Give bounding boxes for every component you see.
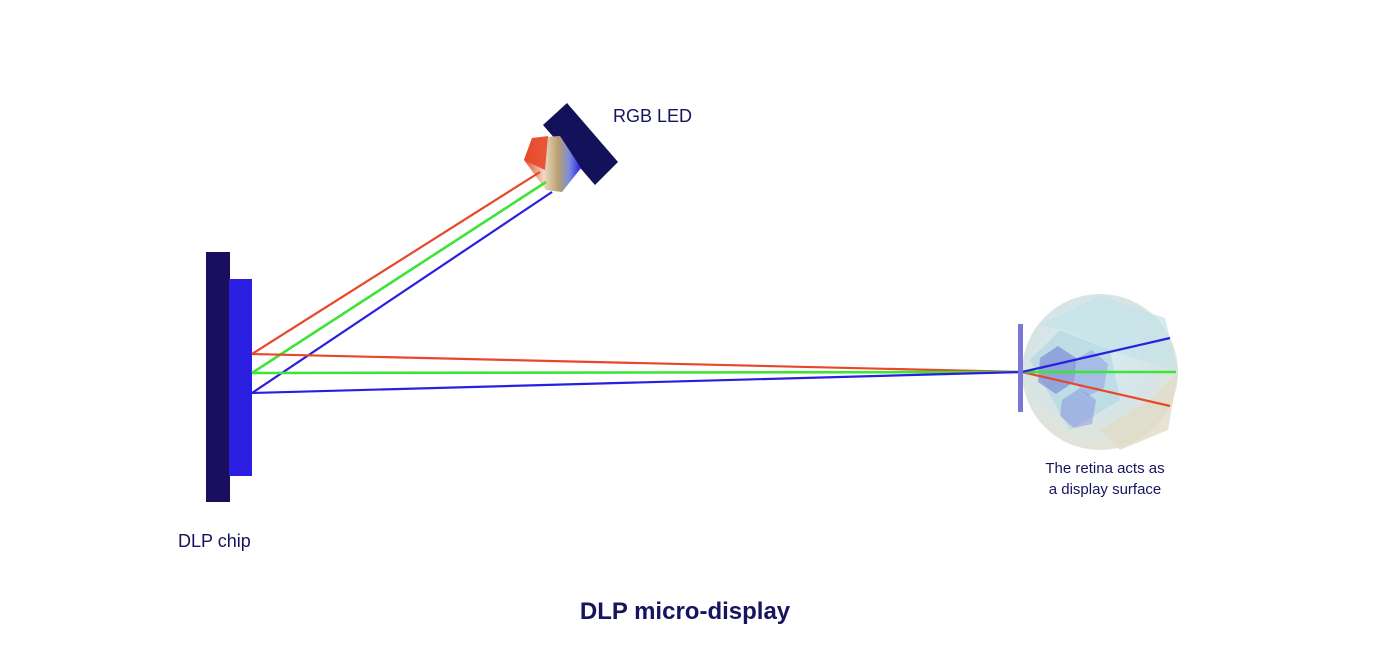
beam-green-incident — [251, 180, 547, 375]
eye — [1018, 294, 1178, 450]
incident-beams — [251, 171, 553, 394]
beam-green-reflected — [251, 370, 1023, 375]
beam-red-incident — [251, 171, 541, 355]
beam-blue-in-eye — [1021, 336, 1171, 374]
eye-facet-3 — [1100, 372, 1178, 450]
dlp-chip-label: DLP chip — [178, 531, 251, 551]
beam-red-reflected — [251, 352, 1023, 374]
rgb-led — [524, 103, 618, 192]
rgb-led-label: RGB LED — [613, 106, 693, 126]
rgb-led-red-facet — [524, 136, 548, 170]
rgb-led-housing — [543, 103, 618, 185]
reflected-beams — [251, 352, 1023, 395]
dlp-chip-back-plate — [206, 252, 230, 502]
retina-label: The retina acts as a display surface — [1005, 458, 1205, 500]
retina-label-line-2: a display surface — [1048, 481, 1162, 498]
dlp-chip-mirror-array — [229, 279, 252, 476]
eye-lens-plate — [1018, 324, 1023, 412]
eye-facet-1 — [1040, 296, 1178, 372]
beam-red-in-eye — [1021, 370, 1171, 408]
beam-blue-incident — [251, 191, 553, 394]
dlp-chip — [206, 252, 252, 502]
retina-label-line-1: The retina acts as — [1045, 460, 1165, 477]
beam-blue-reflected — [251, 370, 1023, 395]
diagram-title: DLP micro-display — [579, 598, 791, 625]
eye-lens-facet-3 — [1060, 388, 1096, 428]
